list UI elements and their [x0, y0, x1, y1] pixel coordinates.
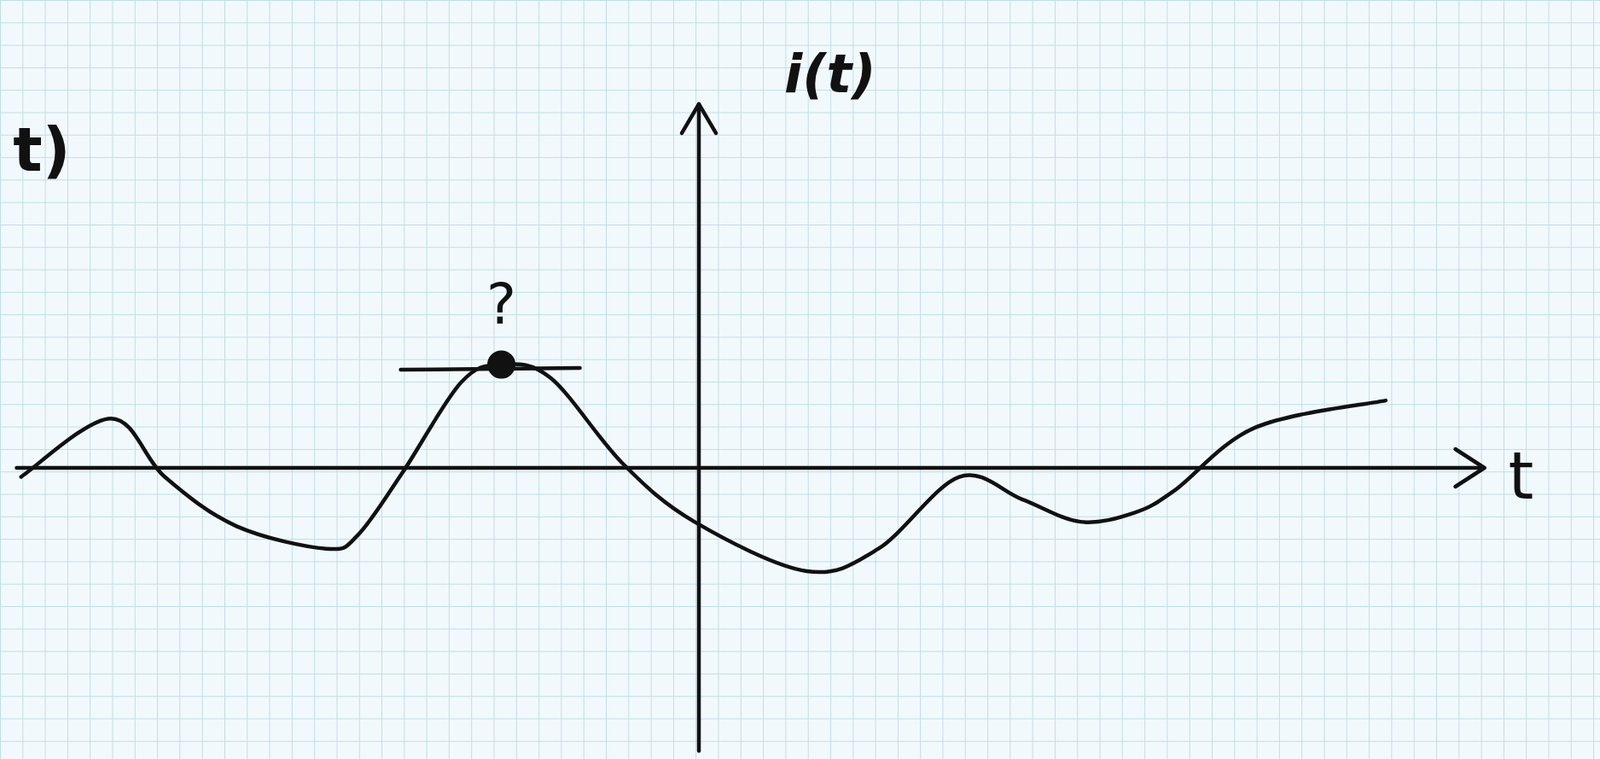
- chart: i(t) t? t): [0, 0, 1600, 759]
- plot-area: [21, 363, 1386, 572]
- curve: [21, 363, 1386, 572]
- highlight-point: [488, 351, 515, 378]
- y-arrow: [681, 104, 716, 134]
- x-label: t: [1508, 437, 1535, 514]
- x-arrow: [1455, 448, 1485, 487]
- x-axis: [16, 465, 1484, 471]
- y-label: i(t): [784, 42, 877, 105]
- y-axis: [697, 104, 702, 751]
- annotation: ?: [486, 271, 517, 338]
- annotation: t): [12, 113, 70, 186]
